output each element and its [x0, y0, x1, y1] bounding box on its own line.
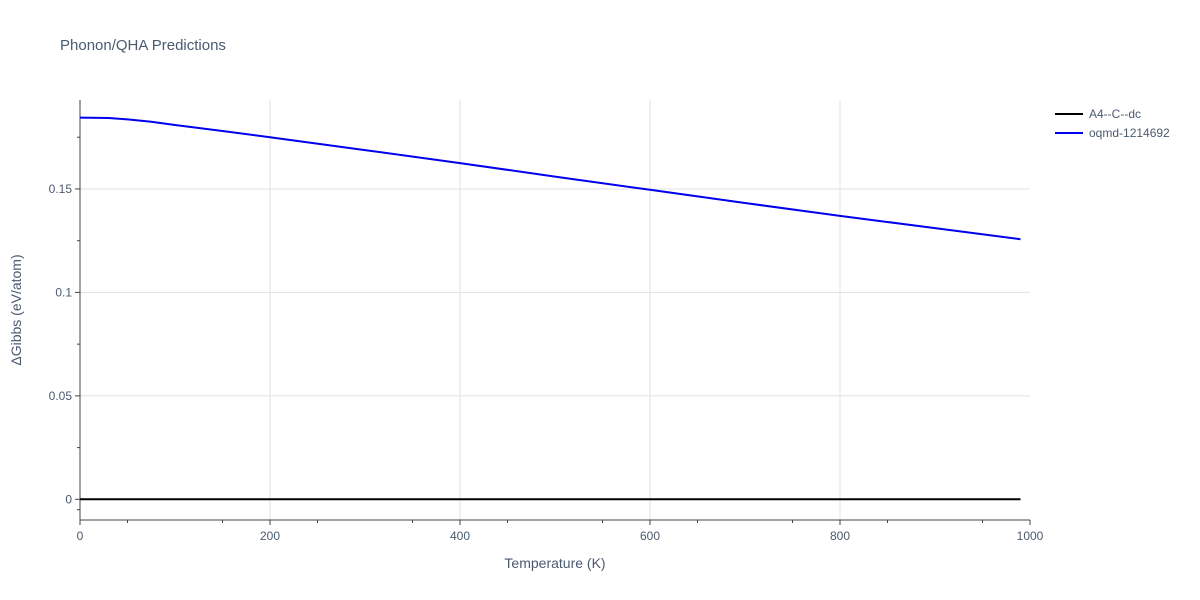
x-tick-label: 800: [830, 529, 850, 543]
axes: 0 200 400 600 800 1000 0 0.05 0.1 0.15: [49, 100, 1044, 543]
x-tick-label: 600: [640, 529, 660, 543]
legend-item[interactable]: A4--C--dc: [1055, 107, 1141, 121]
legend-item[interactable]: oqmd-1214692: [1055, 126, 1170, 140]
grid-lines: [80, 100, 1030, 520]
x-tick-label: 0: [77, 529, 84, 543]
legend-label: oqmd-1214692: [1089, 126, 1170, 140]
y-tick-label: 0.05: [49, 389, 73, 403]
y-tick-label: 0.15: [49, 182, 73, 196]
x-tick-label: 1000: [1017, 529, 1044, 543]
chart-title: Phonon/QHA Predictions: [60, 37, 226, 54]
legend[interactable]: A4--C--dc oqmd-1214692: [1055, 107, 1170, 140]
series-lines: [79, 116, 1021, 501]
legend-label: A4--C--dc: [1089, 107, 1141, 121]
y-tick-label: 0.1: [55, 285, 72, 299]
y-tick-label: 0: [65, 492, 72, 506]
series-line-2: [79, 116, 1021, 241]
x-tick-label: 400: [450, 529, 470, 543]
x-tick-label: 200: [260, 529, 280, 543]
x-axis-title: Temperature (K): [504, 555, 605, 571]
y-axis-title: ΔGibbs (eV/atom): [8, 254, 24, 365]
